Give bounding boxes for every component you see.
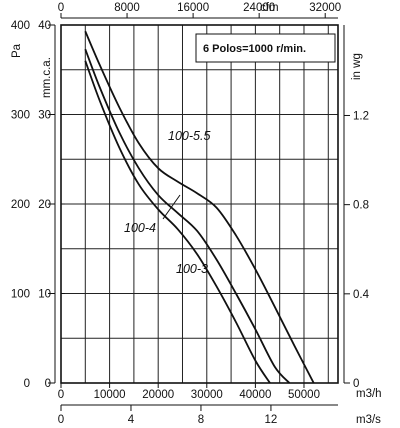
pa-tick-label: 0	[24, 378, 30, 390]
fan-curves	[84, 30, 315, 384]
y-axis-label-pa: Pa	[11, 43, 23, 58]
series-label-100-5.5: 100-5.5	[168, 129, 210, 143]
pa-tick-label: 300	[11, 110, 30, 122]
series-line-100-3	[84, 60, 271, 384]
note-text: 6 Polos=1000 r/min.	[203, 43, 306, 55]
m3h-tick-label: 0	[58, 389, 64, 401]
inwg-tick-label: 1.2	[353, 110, 369, 122]
inwg-tick-label: 0.8	[353, 200, 369, 212]
m3h-tick-label: 10000	[94, 389, 126, 401]
m3h-tick-label: 40000	[239, 389, 271, 401]
pa-tick-label: 400	[11, 20, 30, 32]
mmca-tick-label: 10	[38, 289, 51, 301]
m3s-tick-label: 8	[198, 414, 204, 426]
m3h-tick-label: 30000	[191, 389, 223, 401]
note-box	[195, 33, 336, 63]
grid-lines	[61, 25, 338, 383]
series-line-100-4	[84, 48, 291, 384]
series-label-100-3: 100-3	[176, 262, 208, 276]
series-line-100-5.5	[84, 30, 315, 384]
m3s-tick-label: 0	[58, 414, 64, 426]
tick-marks	[48, 13, 350, 411]
label-leader-100-4	[162, 194, 181, 220]
x-axis-label-m3s: m3/s	[356, 414, 381, 426]
cfm-tick-label: 8000	[114, 2, 140, 14]
m3h-tick-label: 20000	[142, 389, 174, 401]
pa-tick-label: 100	[11, 289, 30, 301]
mmca-tick-label: 20	[38, 199, 51, 211]
pa-tick-label: 200	[11, 199, 30, 211]
cfm-tick-label: 16000	[177, 2, 209, 14]
mmca-tick-label: 0	[45, 378, 51, 390]
cfm-tick-label: 0	[58, 2, 64, 14]
plot-frame	[60, 24, 339, 384]
m3h-tick-label: 50000	[288, 389, 320, 401]
mmca-tick-label: 30	[38, 110, 51, 122]
mmca-tick-label: 40	[38, 20, 51, 32]
x-axis-label-m3h: m3/h	[356, 388, 382, 400]
inwg-tick-label: 0	[353, 378, 359, 390]
plot-border	[60, 24, 339, 384]
cfm-tick-label: 24000	[243, 2, 275, 14]
m3s-tick-label: 12	[265, 414, 278, 426]
cfm-tick-label: 32000	[309, 2, 341, 14]
top-axis-label-cfm: cfm	[260, 2, 279, 14]
y-axis-label-mmca: mm.c.a.	[41, 57, 53, 98]
y-axis-label-inwg: in wg	[351, 53, 363, 80]
inwg-tick-label: 0.4	[353, 289, 370, 301]
m3s-tick-label: 4	[128, 414, 135, 426]
series-label-100-4: 100-4	[124, 221, 156, 235]
